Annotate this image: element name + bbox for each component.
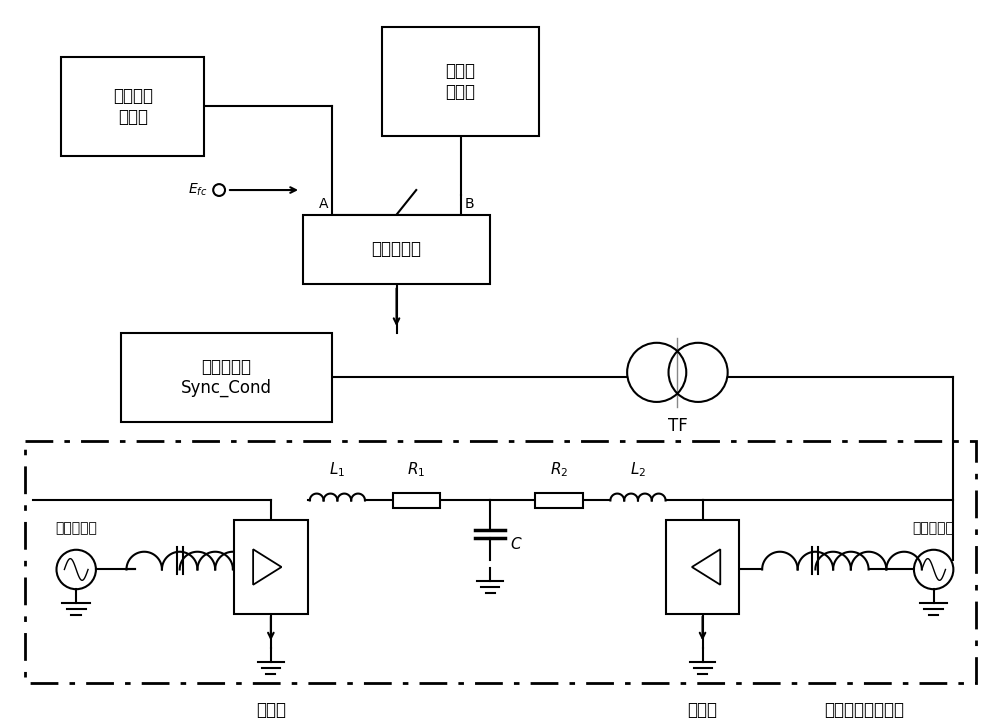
Text: 初始电压
发生器: 初始电压 发生器 [113,87,153,125]
Circle shape [669,343,728,402]
Text: $R_2$: $R_2$ [550,460,568,478]
Text: $L_2$: $L_2$ [630,460,646,478]
Bar [303,215,490,283]
Bar [25,442,976,683]
Circle shape [627,343,686,402]
Text: TF: TF [668,417,687,435]
Bar [382,28,539,136]
Text: 整流侧电源: 整流侧电源 [55,521,97,535]
Text: $C$: $C$ [510,536,522,552]
Text: B: B [465,196,474,211]
Text: 同步调相机
Sync_Cond: 同步调相机 Sync_Cond [181,357,272,397]
Text: 逆变器: 逆变器 [688,700,718,718]
Bar [121,333,332,422]
Text: 高压直流输电系统: 高压直流输电系统 [825,700,905,718]
Text: 励磁控
制系统: 励磁控 制系统 [446,62,476,101]
Text: 整流器: 整流器 [256,700,286,718]
Text: $R_1$: $R_1$ [407,460,425,478]
Text: 时序控制器: 时序控制器 [372,240,422,258]
Text: $E_{fc}$: $E_{fc}$ [188,182,207,198]
Bar [535,492,583,508]
Text: A: A [319,196,329,211]
Text: $L_1$: $L_1$ [329,460,345,478]
Text: 逆变侧电源: 逆变侧电源 [913,521,955,535]
Bar [666,521,739,614]
Bar [393,492,440,508]
Bar [234,521,308,614]
Bar [61,57,204,156]
